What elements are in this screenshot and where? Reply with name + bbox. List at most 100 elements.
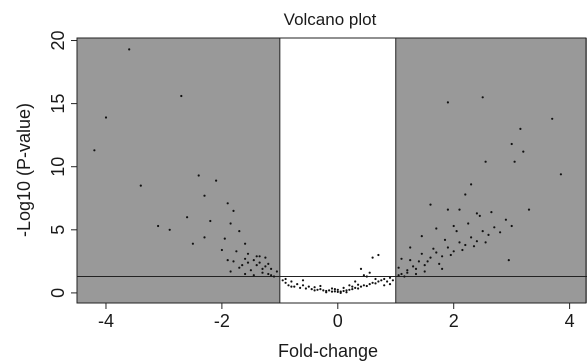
data-point bbox=[481, 96, 484, 99]
y-tick-label: 0 bbox=[48, 288, 68, 298]
data-point bbox=[316, 288, 319, 291]
data-point bbox=[301, 279, 305, 282]
data-point bbox=[475, 212, 478, 215]
data-point bbox=[414, 267, 418, 270]
data-point bbox=[261, 271, 264, 274]
data-point bbox=[388, 283, 392, 286]
data-point bbox=[441, 255, 444, 258]
data-point bbox=[342, 286, 345, 289]
data-point bbox=[348, 288, 351, 291]
data-point bbox=[272, 275, 276, 278]
data-point bbox=[441, 267, 444, 270]
data-point bbox=[420, 252, 423, 255]
data-point bbox=[226, 202, 229, 205]
data-point bbox=[255, 255, 258, 258]
data-point bbox=[215, 179, 218, 182]
data-point bbox=[229, 222, 232, 225]
data-point bbox=[354, 286, 357, 289]
data-point bbox=[423, 270, 426, 273]
data-point bbox=[293, 285, 296, 288]
y-tick-label: 10 bbox=[48, 157, 68, 177]
data-point bbox=[290, 280, 293, 283]
data-point bbox=[180, 94, 183, 98]
data-point bbox=[319, 284, 322, 288]
data-point bbox=[220, 248, 223, 252]
data-point bbox=[270, 267, 273, 270]
data-point bbox=[310, 288, 313, 291]
data-point bbox=[354, 280, 357, 283]
data-point bbox=[499, 231, 502, 234]
y-axis-label: -Log10 (P-value) bbox=[14, 103, 34, 237]
data-point bbox=[284, 281, 287, 284]
data-point bbox=[229, 270, 232, 273]
data-point bbox=[383, 277, 386, 281]
data-point bbox=[264, 256, 267, 259]
data-point bbox=[357, 287, 360, 290]
x-axis: -4 -2 0 2 4 bbox=[98, 303, 575, 331]
x-axis-label: Fold-change bbox=[278, 341, 378, 361]
data-point bbox=[400, 257, 403, 260]
data-point bbox=[371, 281, 374, 284]
data-point bbox=[223, 237, 226, 240]
data-point bbox=[203, 236, 206, 239]
data-point bbox=[330, 290, 334, 293]
y-tick-label: 5 bbox=[48, 225, 68, 235]
data-point bbox=[104, 116, 108, 119]
plot-frame bbox=[76, 37, 587, 304]
data-point bbox=[139, 184, 142, 187]
data-point bbox=[368, 283, 371, 286]
data-point bbox=[368, 271, 371, 274]
data-point bbox=[464, 193, 467, 196]
data-point bbox=[472, 245, 476, 248]
data-point bbox=[267, 262, 270, 265]
data-point bbox=[235, 250, 238, 253]
data-point bbox=[261, 267, 264, 270]
chart-title: Volcano plot bbox=[284, 10, 377, 29]
data-point bbox=[270, 274, 273, 277]
data-point bbox=[527, 208, 531, 211]
data-point bbox=[244, 242, 247, 245]
data-point bbox=[157, 224, 160, 228]
data-point bbox=[429, 256, 432, 259]
y-tick-label: 20 bbox=[48, 31, 68, 51]
data-point bbox=[246, 261, 250, 264]
data-point bbox=[391, 279, 394, 282]
data-point bbox=[226, 259, 229, 262]
data-point bbox=[244, 257, 247, 260]
data-point bbox=[559, 173, 563, 176]
data-point bbox=[446, 101, 449, 104]
shaded-region-right bbox=[395, 38, 587, 303]
data-point bbox=[258, 261, 261, 264]
y-tick-label: 15 bbox=[48, 94, 68, 114]
data-point bbox=[417, 260, 420, 263]
data-point bbox=[328, 289, 331, 292]
data-points bbox=[93, 48, 563, 294]
data-point bbox=[203, 194, 206, 197]
data-point bbox=[388, 276, 392, 279]
plot-area bbox=[76, 37, 587, 304]
data-point bbox=[252, 274, 255, 277]
data-point bbox=[397, 266, 400, 269]
data-point bbox=[342, 289, 345, 293]
data-point bbox=[383, 284, 386, 287]
data-point bbox=[513, 160, 516, 163]
data-point bbox=[449, 253, 452, 257]
data-point bbox=[351, 285, 354, 288]
data-point bbox=[487, 233, 490, 236]
data-point bbox=[507, 259, 510, 262]
data-point bbox=[319, 288, 322, 291]
data-point bbox=[357, 283, 360, 286]
y-axis: 0 5 10 15 20 bbox=[48, 31, 77, 298]
data-point bbox=[452, 250, 455, 253]
data-point bbox=[386, 280, 389, 283]
data-point bbox=[246, 252, 250, 255]
data-point bbox=[470, 236, 473, 239]
data-point bbox=[374, 277, 377, 281]
data-point bbox=[446, 246, 449, 249]
data-point bbox=[186, 216, 189, 219]
data-point bbox=[484, 241, 487, 244]
data-point bbox=[93, 149, 96, 152]
data-point bbox=[470, 183, 473, 186]
data-point bbox=[490, 211, 493, 214]
